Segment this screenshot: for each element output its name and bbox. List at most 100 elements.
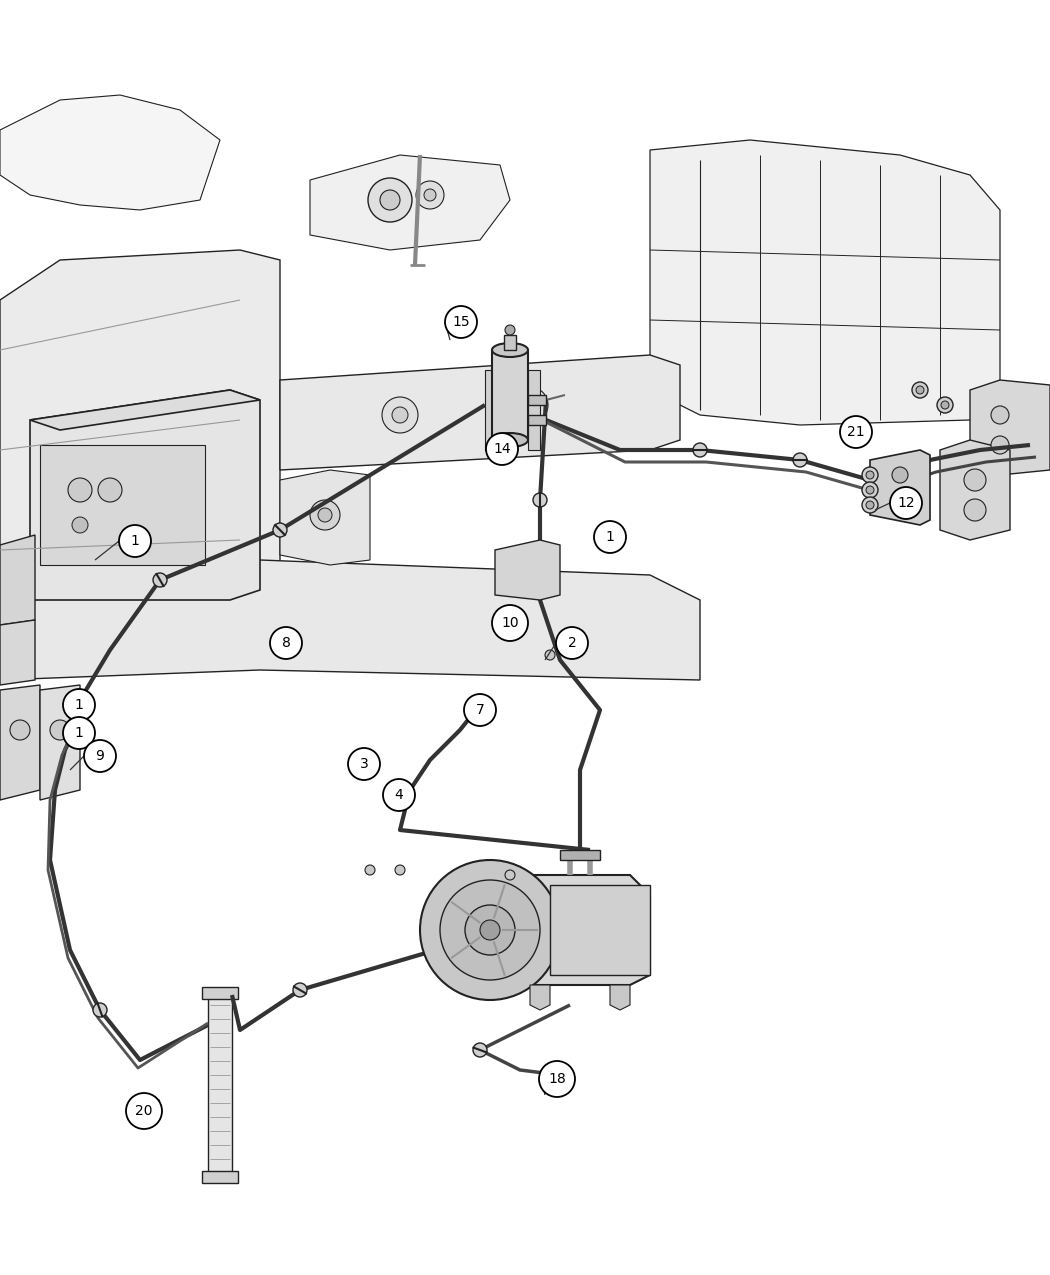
- Polygon shape: [495, 541, 560, 601]
- Polygon shape: [0, 560, 700, 680]
- Text: 1: 1: [75, 725, 83, 739]
- Circle shape: [72, 722, 88, 738]
- Polygon shape: [970, 380, 1050, 476]
- Circle shape: [360, 755, 370, 765]
- Circle shape: [890, 487, 922, 519]
- Polygon shape: [550, 885, 650, 975]
- Polygon shape: [0, 620, 35, 685]
- Circle shape: [862, 482, 878, 499]
- Bar: [40, 445, 205, 565]
- Circle shape: [416, 181, 444, 209]
- Circle shape: [84, 740, 116, 771]
- Circle shape: [539, 1061, 575, 1096]
- Text: 2: 2: [568, 636, 576, 650]
- Polygon shape: [310, 156, 510, 250]
- Text: 1: 1: [606, 530, 614, 544]
- Polygon shape: [610, 986, 630, 1010]
- Circle shape: [892, 492, 908, 507]
- Polygon shape: [528, 370, 540, 450]
- Circle shape: [270, 627, 302, 659]
- Circle shape: [273, 523, 287, 537]
- Circle shape: [991, 436, 1009, 454]
- Circle shape: [991, 405, 1009, 425]
- Circle shape: [127, 532, 143, 548]
- Polygon shape: [30, 390, 260, 430]
- Circle shape: [76, 725, 84, 734]
- Bar: [528, 414, 546, 425]
- Circle shape: [395, 790, 405, 799]
- Bar: [560, 850, 600, 861]
- Circle shape: [293, 983, 307, 997]
- Circle shape: [606, 527, 614, 534]
- Circle shape: [594, 521, 626, 553]
- Circle shape: [72, 692, 88, 708]
- Text: 21: 21: [847, 425, 865, 439]
- Circle shape: [310, 500, 340, 530]
- Circle shape: [512, 388, 548, 423]
- Circle shape: [440, 880, 540, 980]
- Circle shape: [465, 905, 514, 955]
- Ellipse shape: [492, 343, 528, 357]
- Bar: [528, 395, 546, 405]
- Circle shape: [395, 864, 405, 875]
- Circle shape: [866, 470, 874, 479]
- Circle shape: [392, 407, 408, 423]
- Circle shape: [63, 688, 94, 720]
- Circle shape: [119, 525, 151, 557]
- Circle shape: [348, 748, 380, 780]
- Circle shape: [912, 382, 928, 398]
- Polygon shape: [940, 440, 1010, 541]
- Circle shape: [76, 696, 84, 704]
- Circle shape: [937, 397, 953, 413]
- Bar: [208, 994, 232, 1176]
- Circle shape: [382, 397, 418, 434]
- Circle shape: [365, 864, 375, 875]
- Circle shape: [602, 521, 618, 538]
- Circle shape: [420, 861, 560, 1000]
- Circle shape: [464, 694, 496, 725]
- Text: 20: 20: [135, 1104, 152, 1118]
- Circle shape: [485, 705, 495, 715]
- Circle shape: [866, 486, 874, 493]
- Text: 8: 8: [281, 636, 291, 650]
- Polygon shape: [280, 470, 370, 565]
- Circle shape: [964, 499, 986, 521]
- Text: 9: 9: [96, 748, 104, 762]
- Circle shape: [72, 516, 88, 533]
- Circle shape: [505, 870, 514, 880]
- Circle shape: [153, 572, 167, 586]
- Bar: [202, 987, 238, 1000]
- Circle shape: [68, 478, 92, 502]
- Circle shape: [866, 501, 874, 509]
- Circle shape: [50, 720, 70, 739]
- Text: 10: 10: [501, 616, 519, 630]
- Circle shape: [793, 453, 807, 467]
- Circle shape: [522, 397, 538, 413]
- Text: 7: 7: [476, 703, 484, 717]
- Circle shape: [424, 189, 436, 201]
- Circle shape: [480, 921, 500, 940]
- Circle shape: [380, 190, 400, 210]
- Text: 1: 1: [130, 534, 140, 548]
- Circle shape: [693, 442, 707, 456]
- Polygon shape: [0, 96, 220, 210]
- Polygon shape: [0, 685, 40, 799]
- Circle shape: [93, 1003, 107, 1017]
- Circle shape: [533, 493, 547, 507]
- Text: 15: 15: [453, 315, 469, 329]
- Polygon shape: [492, 351, 528, 440]
- Ellipse shape: [492, 434, 528, 448]
- Circle shape: [505, 325, 514, 335]
- Text: 1: 1: [75, 697, 83, 711]
- Circle shape: [368, 179, 412, 222]
- Circle shape: [383, 779, 415, 811]
- Text: 4: 4: [395, 788, 403, 802]
- Polygon shape: [40, 685, 80, 799]
- Circle shape: [10, 720, 30, 739]
- Circle shape: [964, 469, 986, 491]
- Text: 12: 12: [897, 496, 915, 510]
- Circle shape: [840, 416, 871, 448]
- Circle shape: [862, 467, 878, 483]
- Bar: [504, 335, 516, 351]
- Circle shape: [545, 650, 555, 660]
